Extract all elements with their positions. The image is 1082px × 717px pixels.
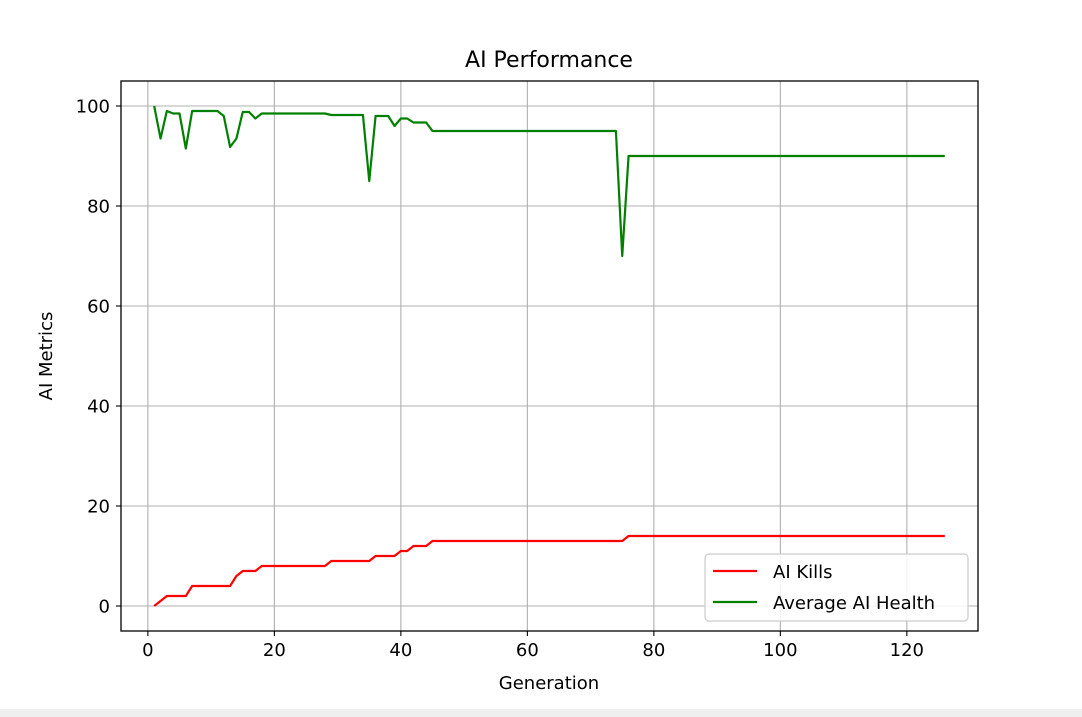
y-axis-ticks: 0 20 40 60 80 100 <box>76 97 121 618</box>
series-line-average-ai-health <box>153 105 945 258</box>
x-tick-label-20: 20 <box>263 640 286 661</box>
x-tick-label-100: 100 <box>763 640 797 661</box>
y-tick-label-100: 100 <box>76 97 110 118</box>
x-tick-label-120: 120 <box>890 640 924 661</box>
legend: AI Kills Average AI Health <box>704 553 969 622</box>
y-axis-label: AI Metrics <box>36 312 57 401</box>
legend-label-ai-kills: AI Kills <box>773 562 833 583</box>
x-tick-label-40: 40 <box>389 640 412 661</box>
x-tick-label-60: 60 <box>516 640 539 661</box>
window-bottom-strip <box>0 709 1082 717</box>
grid-lines <box>121 81 978 631</box>
plot-frame <box>120 80 979 632</box>
x-tick-label-0: 0 <box>142 640 153 661</box>
x-tick-label-80: 80 <box>642 640 665 661</box>
y-tick-label-20: 20 <box>87 497 110 518</box>
series-line-ai-kills <box>153 534 945 607</box>
y-tick-label-0: 0 <box>99 597 110 618</box>
legend-box <box>704 553 969 622</box>
x-axis-ticks: 0 20 40 60 80 100 120 <box>142 631 924 661</box>
y-tick-label-80: 80 <box>87 197 110 218</box>
series-lines <box>153 105 945 607</box>
x-axis-label: Generation <box>499 673 599 694</box>
y-tick-label-40: 40 <box>87 397 110 418</box>
y-tick-label-60: 60 <box>87 297 110 318</box>
legend-label-average-ai-health: Average AI Health <box>773 593 935 614</box>
chart-title: AI Performance <box>465 48 633 73</box>
